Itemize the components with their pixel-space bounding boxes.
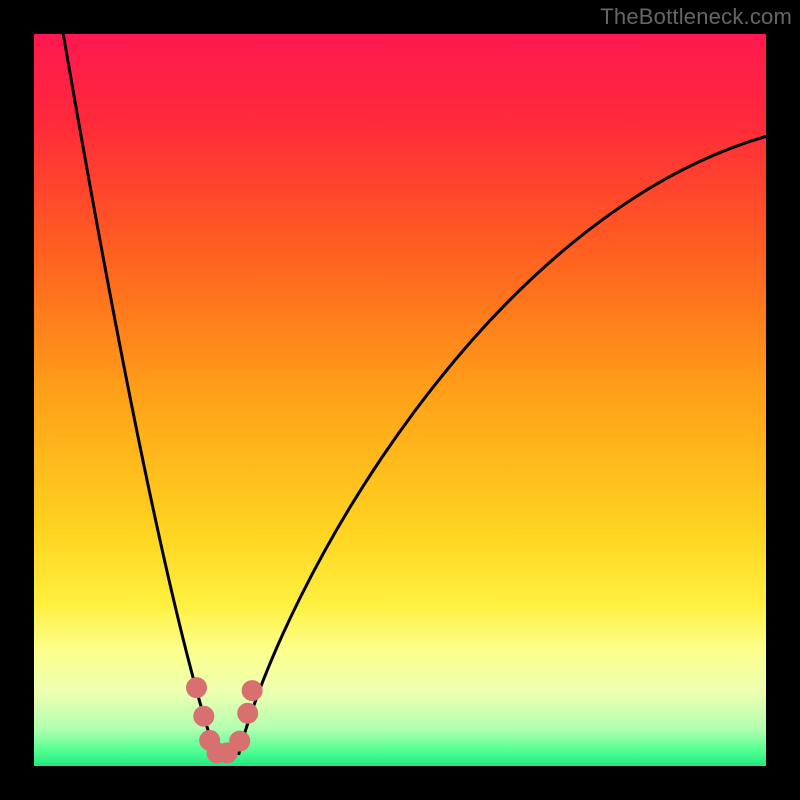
chart-container: TheBottleneck.com [0,0,800,800]
data-marker [230,731,250,751]
plot-background [34,34,766,766]
data-marker [194,706,214,726]
data-marker [238,703,258,723]
watermark-text: TheBottleneck.com [600,4,792,30]
bottleneck-chart [0,0,800,800]
data-marker [242,681,262,701]
data-marker [187,678,207,698]
